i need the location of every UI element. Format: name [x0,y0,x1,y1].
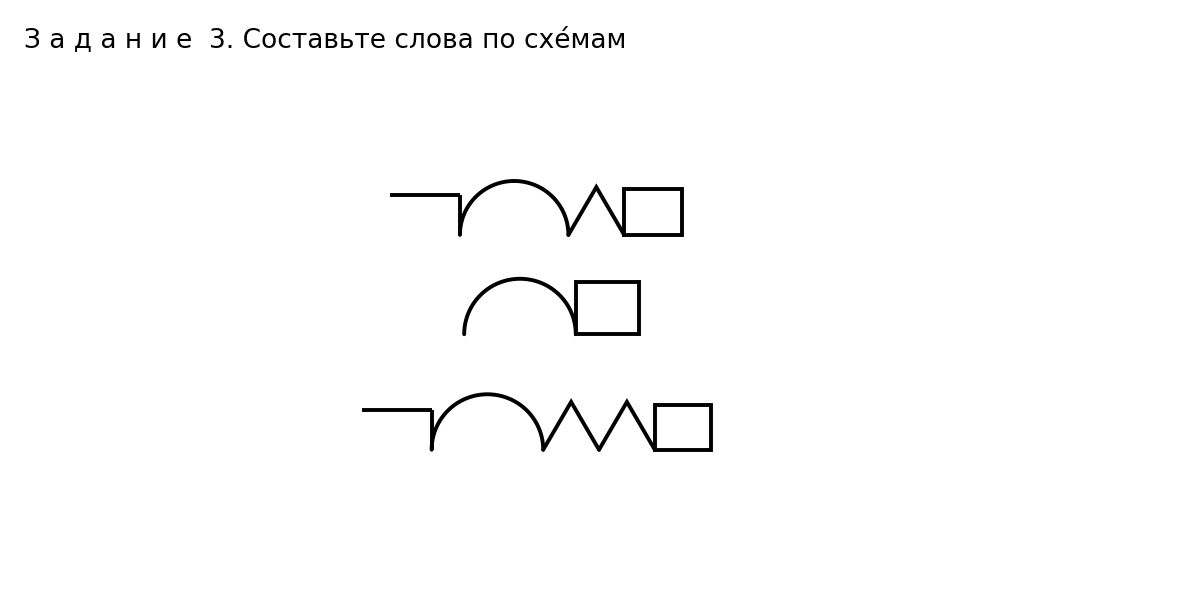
Bar [625,189,682,235]
Bar [576,282,639,334]
Text: З а д а н и е  3. Составьте слова по схе́мам: З а д а н и е 3. Составьте слова по схе́… [24,27,626,53]
Bar [654,405,710,450]
